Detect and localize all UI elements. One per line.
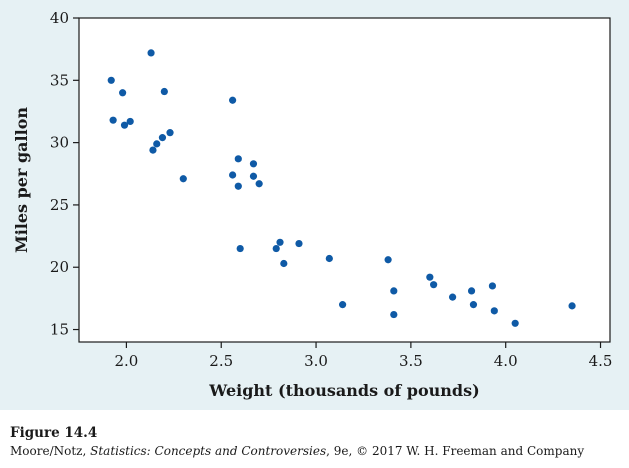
credit-authors: Moore/Notz,	[10, 444, 91, 458]
data-point	[430, 281, 438, 289]
data-point	[147, 49, 155, 57]
data-point	[255, 180, 263, 188]
data-point	[276, 238, 284, 246]
credit-book-title: Statistics: Concepts and Controversies	[90, 444, 327, 458]
data-point	[467, 287, 476, 295]
figure-credit: Moore/Notz, Statistics: Concepts and Con…	[10, 442, 622, 460]
data-point	[149, 146, 157, 154]
data-point	[511, 319, 519, 327]
data-point	[339, 301, 347, 309]
data-point	[490, 307, 498, 315]
data-point	[119, 89, 127, 97]
data-point	[384, 256, 392, 264]
x-tick-label: 3.5	[399, 352, 423, 370]
figure-label: Figure 14.4	[10, 425, 98, 441]
data-point	[249, 160, 258, 168]
chart-panel: 2.0 2.5 3.0 3.5 4.0 4.5 15 20 25 30 35 40 Weight (…	[0, 0, 629, 410]
data-point	[295, 239, 303, 248]
y-tick-label: 35	[50, 71, 69, 89]
data-point	[236, 244, 244, 253]
x-tick-label: 4.5	[589, 352, 613, 370]
y-axis-ticks: 15 20 25 30 35 40	[50, 9, 79, 339]
data-point	[390, 287, 398, 295]
data-point	[107, 76, 115, 84]
data-point	[272, 244, 280, 253]
x-tick-label: 2.5	[209, 352, 233, 370]
data-point	[153, 140, 161, 148]
data-point	[488, 282, 497, 290]
data-point	[390, 310, 398, 319]
data-point	[120, 121, 129, 129]
y-tick-label: 20	[50, 258, 69, 276]
x-axis-title: Weight (thousands of pounds)	[208, 381, 479, 400]
data-point	[166, 129, 174, 137]
data-point	[160, 87, 168, 96]
data-point	[158, 134, 167, 142]
data-point	[469, 301, 478, 309]
data-point	[179, 175, 187, 183]
y-tick-label: 25	[50, 196, 69, 214]
scatter-plot: 2.0 2.5 3.0 3.5 4.0 4.5 15 20 25 30 35 40 Weight (…	[12, 9, 612, 400]
figure-caption: Figure 14.4 Moore/Notz, Statistics: Conc…	[10, 424, 622, 460]
data-point	[280, 259, 288, 268]
data-point	[229, 171, 237, 179]
data-point	[325, 254, 333, 263]
data-point	[234, 182, 242, 190]
data-point	[426, 273, 434, 281]
x-tick-label: 3.0	[304, 352, 328, 370]
y-tick-label: 40	[50, 9, 69, 27]
data-point	[109, 116, 117, 124]
y-tick-label: 30	[50, 134, 69, 152]
y-tick-label: 15	[50, 321, 69, 339]
x-axis-ticks: 2.0 2.5 3.0 3.5 4.0 4.5	[114, 342, 612, 370]
data-point	[568, 302, 576, 310]
plot-frame	[78, 17, 611, 343]
data-point	[448, 293, 457, 301]
data-point	[249, 172, 258, 180]
data-point	[229, 96, 237, 104]
x-tick-label: 4.0	[494, 352, 518, 370]
y-axis-title: Miles per gallon	[12, 107, 31, 253]
data-points	[107, 49, 576, 327]
data-point	[234, 155, 242, 163]
credit-edition-copyright: , 9e, © 2017 W. H. Freeman and Company	[326, 444, 585, 458]
data-point	[126, 117, 134, 126]
x-tick-label: 2.0	[114, 352, 138, 370]
